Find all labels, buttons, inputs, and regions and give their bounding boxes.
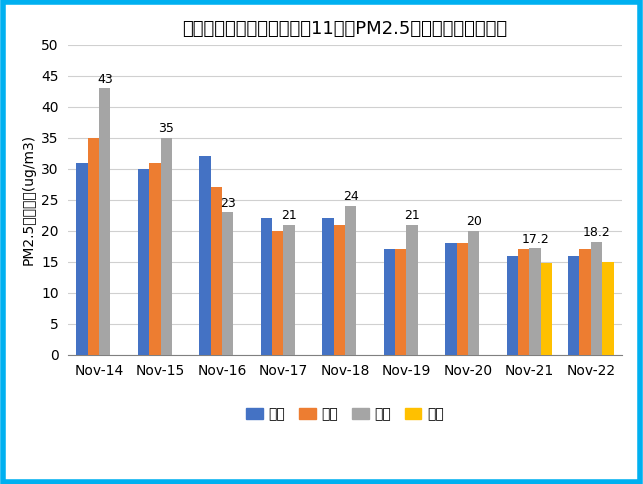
Bar xyxy=(77,163,87,355)
Bar xyxy=(591,242,602,355)
Text: 18.2: 18.2 xyxy=(583,227,610,240)
Bar xyxy=(260,218,272,355)
Bar xyxy=(507,256,518,355)
Bar xyxy=(541,263,552,355)
Bar xyxy=(345,206,356,355)
Text: 24: 24 xyxy=(343,191,359,203)
Bar xyxy=(199,156,211,355)
Bar xyxy=(334,225,345,355)
Text: 21: 21 xyxy=(281,209,297,222)
Text: 17.2: 17.2 xyxy=(521,233,549,245)
Bar xyxy=(272,231,284,355)
Bar xyxy=(161,138,172,355)
Y-axis label: PM2.5月平均值(ug/m3): PM2.5月平均值(ug/m3) xyxy=(21,134,35,265)
Bar xyxy=(284,225,295,355)
Bar xyxy=(384,249,395,355)
Bar xyxy=(468,231,479,355)
Bar xyxy=(211,187,222,355)
Bar xyxy=(602,262,613,355)
Bar xyxy=(445,243,457,355)
Bar xyxy=(322,218,334,355)
Bar xyxy=(457,243,468,355)
Title: 彰化縣境內環保署測站歷年11月份PM2.5月平均值趨勢變化圖: 彰化縣境內環保署測站歷年11月份PM2.5月平均值趨勢變化圖 xyxy=(183,20,507,38)
Bar xyxy=(99,88,111,355)
Bar xyxy=(87,138,99,355)
Bar xyxy=(518,249,529,355)
Text: 20: 20 xyxy=(466,215,482,228)
Bar xyxy=(579,249,591,355)
Text: 23: 23 xyxy=(220,197,235,210)
Bar xyxy=(149,163,161,355)
Bar xyxy=(138,169,149,355)
Bar xyxy=(395,249,406,355)
Bar xyxy=(529,248,541,355)
Text: 43: 43 xyxy=(97,73,113,86)
Bar xyxy=(568,256,579,355)
Text: 21: 21 xyxy=(404,209,420,222)
Bar xyxy=(222,212,233,355)
Text: 35: 35 xyxy=(158,122,174,136)
Legend: 線西, 彰化, 二林, 大城: 線西, 彰化, 二林, 大城 xyxy=(240,402,449,427)
Bar xyxy=(406,225,418,355)
